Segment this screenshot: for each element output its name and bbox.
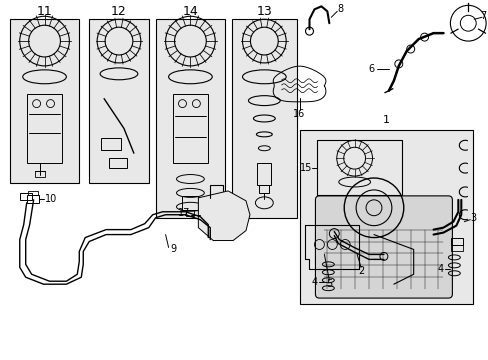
Bar [317, 140, 401, 195]
Bar [257, 163, 271, 185]
Bar [89, 19, 148, 183]
Bar [155, 19, 224, 218]
Bar [20, 193, 32, 200]
Bar [450, 246, 462, 251]
Text: 4: 4 [311, 277, 317, 287]
Bar [182, 196, 198, 210]
Text: 11: 11 [37, 5, 52, 18]
Bar [35, 171, 44, 177]
Text: 8: 8 [337, 4, 343, 14]
Bar [101, 138, 121, 150]
Bar [299, 130, 472, 304]
Text: 4: 4 [436, 264, 443, 274]
Text: 6: 6 [368, 64, 374, 74]
Bar [109, 158, 127, 168]
Text: 7: 7 [479, 11, 485, 21]
Bar [28, 191, 38, 195]
Text: 12: 12 [111, 5, 126, 18]
Bar [232, 19, 296, 218]
Bar [186, 210, 194, 216]
Text: 3: 3 [469, 213, 475, 223]
Text: 17: 17 [178, 208, 190, 218]
Text: 5: 5 [325, 279, 332, 289]
Text: 2: 2 [357, 266, 364, 276]
Bar [27, 94, 62, 163]
Bar [27, 195, 39, 203]
Bar [172, 94, 208, 163]
Bar [10, 19, 79, 183]
Text: 15: 15 [300, 163, 312, 172]
Text: 13: 13 [256, 5, 272, 18]
Text: 1: 1 [382, 116, 389, 126]
FancyBboxPatch shape [315, 196, 451, 298]
Polygon shape [198, 191, 249, 240]
Text: 14: 14 [182, 5, 198, 18]
Bar [259, 185, 269, 193]
Text: 9: 9 [170, 244, 176, 255]
Text: 16: 16 [293, 108, 305, 118]
Text: 10: 10 [44, 194, 57, 204]
Bar [450, 238, 462, 246]
